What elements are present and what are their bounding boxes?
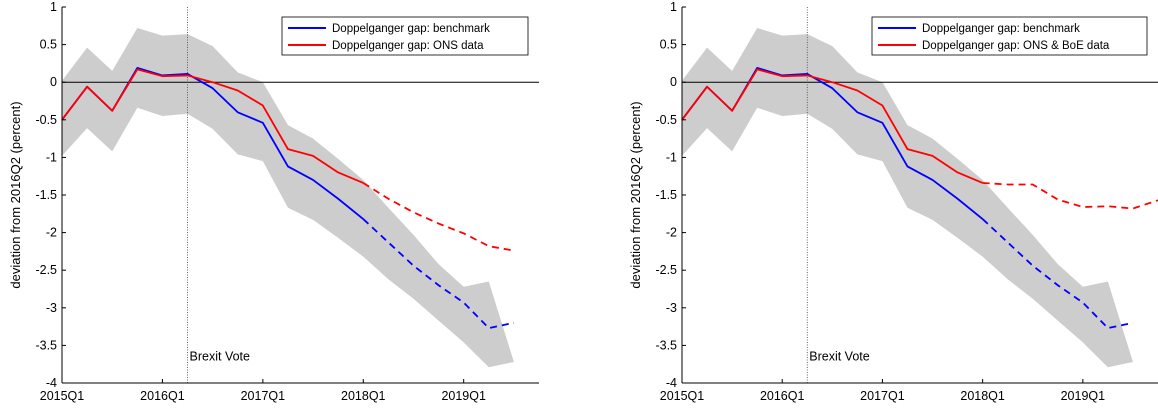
series-line-1-dashed [982, 218, 1134, 330]
y-tick-label: -2.5 [35, 263, 57, 277]
y-tick-label: -0.5 [655, 113, 677, 127]
x-tick-label: 2018Q1 [341, 389, 386, 403]
y-tick-label: 0 [670, 75, 677, 89]
x-tick-label: 2016Q1 [760, 389, 805, 403]
y-tick-label: 1 [50, 0, 57, 14]
x-tick-label: 2015Q1 [40, 389, 85, 403]
y-tick-label: -1.5 [655, 188, 677, 202]
y-tick-label: 1 [670, 0, 677, 14]
y-tick-label: -4 [666, 376, 677, 390]
y-tick-label: -1 [46, 150, 57, 164]
y-tick-label: 0 [50, 75, 57, 89]
y-tick-label: -2 [46, 226, 57, 240]
y-tick-label: 0.5 [660, 38, 677, 52]
series-line-2-dashed [362, 182, 515, 252]
legend-label-1: Doppelganger gap: benchmark [332, 23, 490, 35]
y-axis-label: deviation from 2016Q2 (percent) [8, 101, 23, 288]
x-tick-label: 2019Q1 [441, 389, 486, 403]
y-tick-label: -3.5 [35, 338, 57, 352]
legend-label-1: Doppelganger gap: benchmark [922, 23, 1080, 35]
confidence-band [682, 28, 1133, 368]
confidence-band [62, 28, 514, 368]
series-line-2-dashed [982, 182, 1158, 210]
series-line-1-dashed [362, 218, 515, 330]
x-tick-label: 2017Q1 [860, 389, 905, 403]
y-tick-label: -1 [666, 150, 677, 164]
y-tick-label: -4 [46, 376, 57, 390]
y-tick-label: -2.5 [655, 263, 677, 277]
legend-box [871, 16, 1148, 56]
legend-box [281, 16, 529, 56]
x-tick-label: 2016Q1 [140, 389, 185, 403]
brexit-vote-label: Brexit Vote [809, 349, 869, 363]
series-line-2-solid [61, 68, 364, 184]
chart-panel-1: Brexit Vote 1 0.5 0 -0.5 -1 -1.5 -2 -2.5 -3 -3.5 -4… [8, 0, 539, 403]
chart-panel-2: Brexit Vote 1 0.5 0 -0.5 -1 -1.5 -2 -2.5 -3 -3.5 -4… [628, 0, 1158, 403]
legend-label-2: Doppelganger gap: ONS data [332, 40, 484, 52]
y-tick-label: -3.5 [655, 338, 677, 352]
y-tick-label: -3 [666, 301, 677, 315]
y-tick-label: 0.5 [40, 38, 57, 52]
y-tick-label: -0.5 [35, 113, 57, 127]
x-tick-label: 2017Q1 [241, 389, 286, 403]
x-tick-label: 2015Q1 [660, 389, 705, 403]
legend-label-2: Doppelganger gap: ONS & BoE data [922, 40, 1110, 52]
y-tick-label: -2 [666, 226, 677, 240]
series-line-2-solid [681, 68, 983, 184]
y-tick-label: -3 [46, 301, 57, 315]
x-tick-label: 2019Q1 [1061, 389, 1106, 403]
y-axis-label: deviation from 2016Q2 (percent) [628, 101, 643, 288]
x-tick-label: 2018Q1 [960, 389, 1005, 403]
y-tick-label: -1.5 [35, 188, 57, 202]
brexit-vote-label: Brexit Vote [190, 349, 250, 363]
